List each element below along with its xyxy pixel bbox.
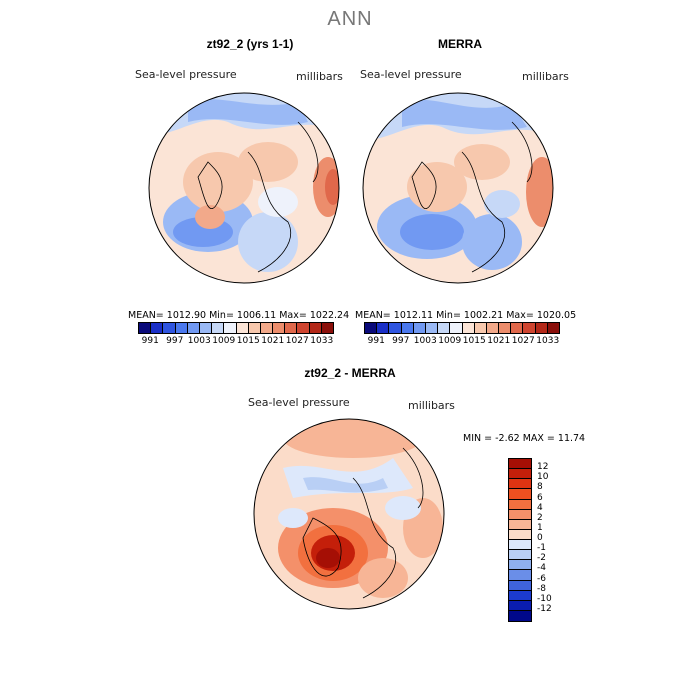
colorbar-swatch bbox=[438, 323, 451, 333]
colorbar-tick-label: 1033 bbox=[310, 336, 334, 346]
colorbar-swatch bbox=[365, 323, 378, 333]
colorbar-swatch bbox=[187, 323, 200, 333]
diff-colorbar-tick-label: 8 bbox=[537, 482, 543, 493]
colorbar-tick-label: 1009 bbox=[212, 336, 236, 346]
colorbar-swatch bbox=[499, 323, 512, 333]
diff-colorbar-tick-label: -4 bbox=[537, 563, 546, 574]
colorbar-swatch bbox=[163, 323, 176, 333]
colorbar-swatch bbox=[236, 323, 249, 333]
colorbar-swatch bbox=[321, 323, 333, 333]
colorbar-tick-label: 991 bbox=[141, 336, 159, 346]
panel2-colorbar bbox=[364, 322, 560, 334]
colorbar-swatch bbox=[425, 323, 439, 333]
colorbar-swatch bbox=[199, 323, 213, 333]
diff-colorbar-tick-label: 0 bbox=[537, 533, 543, 543]
diff-colorbar-swatch bbox=[509, 570, 531, 581]
colorbar-tick-label: 1015 bbox=[236, 336, 260, 346]
colorbar-tick-label: 997 bbox=[166, 336, 184, 346]
diff-colorbar-swatch bbox=[509, 580, 531, 591]
diff-colorbar-swatch bbox=[509, 519, 531, 530]
colorbar-swatch bbox=[139, 323, 152, 333]
diff-colorbar-swatch bbox=[509, 529, 531, 540]
diff-colorbar-swatch bbox=[509, 590, 531, 601]
colorbar-tick-label: 1027 bbox=[285, 336, 309, 346]
panel2-stats: MEAN= 1012.11 Min= 1002.21 Max= 1020.05 bbox=[355, 310, 577, 321]
colorbar-swatch bbox=[260, 323, 274, 333]
diff-colorbar-swatch bbox=[509, 479, 531, 490]
colorbar-tick-label: 1021 bbox=[261, 336, 285, 346]
diff-colorbar-swatch bbox=[509, 550, 531, 561]
colorbar-swatch bbox=[401, 323, 414, 333]
diff-colorbar-tick-label: 1 bbox=[537, 522, 543, 533]
figure-title: ANN bbox=[327, 8, 373, 30]
colorbar-swatch bbox=[511, 323, 524, 333]
colorbar-swatch bbox=[224, 323, 237, 333]
diff-colorbar-swatch bbox=[509, 540, 531, 551]
panel1-map bbox=[148, 92, 340, 284]
diff-colorbar-tick-label: -2 bbox=[537, 553, 546, 564]
colorbar-swatch bbox=[297, 323, 310, 333]
diff-map bbox=[253, 418, 445, 610]
colorbar-tick-label: 991 bbox=[367, 336, 385, 346]
colorbar-swatch bbox=[413, 323, 426, 333]
colorbar-swatch bbox=[377, 323, 390, 333]
diff-colorbar-swatch bbox=[509, 610, 531, 621]
colorbar-swatch bbox=[212, 323, 225, 333]
colorbar-swatch bbox=[535, 323, 548, 333]
diff-stats: MIN = -2.62 MAX = 11.74 bbox=[463, 433, 586, 444]
diff-variable: Sea-level pressure bbox=[248, 396, 350, 409]
panel1-units: millibars bbox=[296, 70, 343, 83]
colorbar-swatch bbox=[547, 323, 559, 333]
colorbar-swatch bbox=[248, 323, 261, 333]
colorbar-swatch bbox=[389, 323, 402, 333]
diff-units: millibars bbox=[408, 399, 455, 412]
diff-colorbar-tick-label: 2 bbox=[537, 512, 543, 523]
diff-colorbar-swatch bbox=[509, 499, 531, 510]
diff-colorbar-tick-label: -10 bbox=[537, 593, 552, 604]
diff-colorbar-swatch bbox=[509, 600, 531, 611]
diff-colorbar-tick-label: -1 bbox=[537, 543, 546, 554]
colorbar-swatch bbox=[523, 323, 536, 333]
panel2-title: MERRA bbox=[438, 37, 482, 51]
colorbar-tick-label: 1027 bbox=[511, 336, 535, 346]
diff-colorbar bbox=[508, 458, 532, 622]
colorbar-swatch bbox=[486, 323, 500, 333]
diff-colorbar-tick-label: 10 bbox=[537, 472, 549, 483]
panel1-variable: Sea-level pressure bbox=[135, 68, 237, 81]
diff-colorbar-tick-label: 4 bbox=[537, 502, 543, 513]
colorbar-tick-label: 1021 bbox=[487, 336, 511, 346]
diff-colorbar-tick-label: -12 bbox=[537, 603, 552, 614]
diff-colorbar-tick-label: 12 bbox=[537, 462, 549, 473]
colorbar-swatch bbox=[273, 323, 286, 333]
colorbar-swatch bbox=[151, 323, 164, 333]
diff-colorbar-tick-label: -8 bbox=[537, 583, 546, 594]
diff-title: zt92_2 - MERRA bbox=[304, 366, 396, 380]
colorbar-tick-label: 1003 bbox=[187, 336, 211, 346]
diff-colorbar-tick-label: -6 bbox=[537, 573, 546, 584]
panel2-map bbox=[362, 92, 554, 284]
diff-colorbar-swatch bbox=[509, 509, 531, 520]
diff-colorbar-swatch bbox=[509, 459, 531, 470]
panel2-units: millibars bbox=[522, 70, 569, 83]
panel1-colorbar bbox=[138, 322, 334, 334]
colorbar-tick-label: 1009 bbox=[438, 336, 462, 346]
diff-colorbar-swatch bbox=[509, 489, 531, 500]
colorbar-swatch bbox=[462, 323, 475, 333]
panel2-variable: Sea-level pressure bbox=[360, 68, 462, 81]
colorbar-swatch bbox=[175, 323, 188, 333]
panel1-stats: MEAN= 1012.90 Min= 1006.11 Max= 1022.24 bbox=[128, 310, 350, 321]
colorbar-tick-label: 1033 bbox=[536, 336, 560, 346]
colorbar-swatch bbox=[309, 323, 322, 333]
colorbar-swatch bbox=[285, 323, 298, 333]
colorbar-swatch bbox=[474, 323, 487, 333]
colorbar-tick-label: 1003 bbox=[413, 336, 437, 346]
panel1-title: zt92_2 (yrs 1-1) bbox=[206, 37, 294, 51]
diff-colorbar-swatch bbox=[509, 560, 531, 571]
colorbar-swatch bbox=[450, 323, 463, 333]
diff-colorbar-swatch bbox=[509, 469, 531, 480]
colorbar-tick-label: 1015 bbox=[462, 336, 486, 346]
colorbar-tick-label: 997 bbox=[392, 336, 410, 346]
diff-colorbar-tick-label: 6 bbox=[537, 492, 543, 503]
